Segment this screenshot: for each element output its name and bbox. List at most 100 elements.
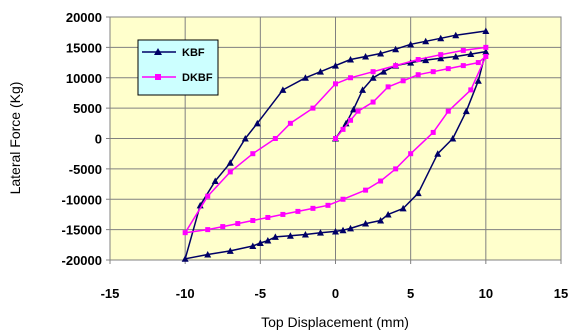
data-point-kbf	[226, 247, 234, 254]
data-point-dkbf	[340, 196, 346, 202]
data-point-kbf	[422, 56, 430, 64]
data-point-dkbf	[310, 205, 316, 211]
y-tick-label: -15000	[62, 223, 102, 238]
data-point-dkbf	[310, 105, 316, 111]
data-point-kbf	[369, 74, 377, 81]
data-point-kbf	[301, 230, 309, 238]
data-point-dkbf	[370, 69, 376, 75]
data-point-dkbf	[235, 221, 241, 227]
data-point-kbf	[407, 59, 415, 66]
data-point-kbf	[249, 242, 257, 250]
data-point-kbf	[241, 135, 249, 142]
data-point-dkbf	[333, 136, 338, 141]
data-point-kbf	[399, 204, 407, 212]
legend: KBF DKBF	[137, 39, 219, 96]
data-point-kbf	[414, 189, 422, 197]
y-tick-label: 15000	[66, 40, 102, 55]
data-point-kbf	[271, 233, 279, 240]
data-point-dkbf	[430, 69, 436, 75]
data-point-dkbf	[438, 52, 444, 58]
legend-box	[137, 39, 219, 96]
data-point-kbf	[474, 77, 482, 84]
x-tick-label: -5	[255, 286, 267, 301]
data-point-kbf	[350, 105, 358, 113]
x-axis-title: Top Displacement (mm)	[261, 314, 409, 330]
data-point-kbf	[347, 224, 355, 232]
data-point-kbf	[392, 45, 400, 53]
data-point-kbf	[316, 68, 324, 75]
data-point-kbf	[362, 220, 370, 227]
data-point-kbf	[422, 37, 430, 45]
x-tick-label: 5	[407, 286, 414, 301]
data-point-kbf	[384, 210, 392, 218]
y-tick-label: 20000	[66, 10, 102, 25]
data-point-kbf	[253, 119, 261, 127]
data-point-dkbf	[287, 120, 293, 126]
data-point-kbf	[462, 107, 470, 115]
y-tick-label: -20000	[62, 253, 102, 268]
data-point-kbf	[377, 217, 385, 224]
x-tick-label: 15	[554, 286, 568, 301]
data-point-dkbf	[483, 44, 489, 50]
data-point-dkbf	[400, 78, 406, 84]
data-point-dkbf	[430, 129, 436, 135]
data-point-dkbf	[272, 136, 278, 141]
data-point-dkbf	[393, 166, 399, 172]
data-point-dkbf	[460, 47, 466, 53]
data-point-kbf	[482, 48, 490, 55]
data-point-dkbf	[378, 178, 384, 184]
data-point-dkbf	[445, 108, 451, 114]
data-point-dkbf	[325, 202, 331, 208]
data-point-dkbf	[393, 63, 399, 69]
legend-label-dkbf: DKBF	[182, 72, 213, 84]
x-tick-label: -10	[176, 286, 195, 301]
data-point-dkbf	[468, 87, 474, 93]
data-point-dkbf	[220, 224, 226, 230]
series-layer	[181, 27, 490, 262]
data-point-kbf	[316, 229, 324, 236]
data-point-kbf	[449, 135, 457, 142]
data-point-kbf	[380, 68, 388, 75]
data-point-kbf	[332, 62, 339, 69]
x-tick-label: 10	[479, 286, 493, 301]
data-point-kbf	[437, 54, 445, 62]
y-tick-label: -5000	[69, 162, 102, 177]
data-point-dkbf	[205, 227, 211, 233]
data-point-dkbf	[408, 151, 414, 157]
data-point-dkbf	[280, 211, 286, 217]
data-point-dkbf	[295, 208, 301, 214]
axes: -15 -10 -5 0 5 10 15 -20000 -15000 -10000 -5000 0 50…	[62, 10, 569, 301]
data-point-kbf	[359, 86, 367, 93]
data-point-dkbf	[460, 63, 466, 69]
data-point-kbf	[452, 31, 460, 39]
data-point-kbf	[482, 27, 490, 34]
data-point-kbf	[434, 150, 442, 157]
data-point-kbf	[181, 255, 189, 262]
data-point-dkbf	[370, 99, 376, 105]
legend-marker-kbf	[154, 48, 162, 55]
data-point-dkbf	[475, 60, 481, 66]
data-point-kbf	[437, 34, 445, 42]
data-point-dkbf	[385, 84, 391, 90]
data-point-dkbf	[483, 53, 489, 59]
data-point-kbf	[377, 49, 385, 57]
y-tick-label: 0	[95, 132, 102, 147]
data-point-dkbf	[250, 151, 256, 157]
data-point-kbf	[362, 52, 370, 60]
data-point-dkbf	[333, 81, 338, 87]
data-point-kbf	[339, 226, 347, 234]
data-point-kbf	[226, 159, 234, 166]
y-tick-label: 5000	[73, 101, 102, 116]
data-point-kbf	[467, 50, 475, 58]
data-point-kbf	[347, 56, 355, 63]
data-point-dkbf	[340, 126, 346, 132]
data-point-kbf	[452, 52, 460, 60]
data-point-kbf	[279, 86, 287, 93]
y-tick-label: -10000	[62, 192, 102, 207]
data-point-dkbf	[348, 117, 354, 123]
data-point-dkbf	[205, 193, 211, 199]
legend-label-kbf: KBF	[182, 47, 205, 59]
data-point-dkbf	[363, 187, 369, 193]
data-point-dkbf	[250, 218, 256, 224]
